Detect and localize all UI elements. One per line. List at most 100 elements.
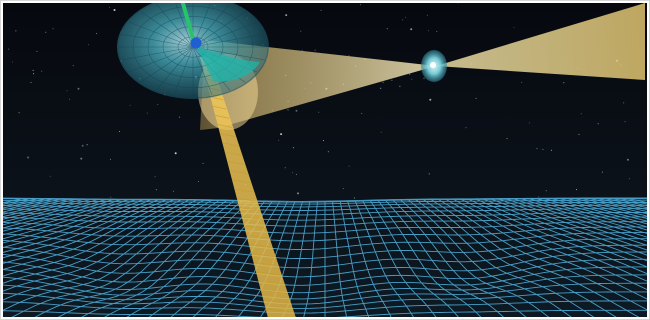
grid-line	[3, 198, 647, 203]
grid-line	[3, 198, 176, 270]
star	[129, 105, 131, 106]
grid-line	[3, 198, 191, 284]
down-beam	[200, 57, 296, 317]
beam-stripe	[236, 197, 257, 202]
star	[542, 148, 544, 150]
star	[399, 85, 401, 87]
star	[320, 9, 322, 11]
star	[425, 1, 426, 2]
grid-line	[3, 199, 206, 301]
grid-line	[3, 198, 183, 277]
grid-line	[3, 274, 647, 300]
star	[32, 69, 34, 71]
beam-stripe	[219, 133, 236, 138]
field-ring	[147, 16, 239, 78]
grid-line	[3, 197, 647, 202]
star	[45, 31, 47, 33]
field-line	[155, 46, 194, 91]
star	[597, 123, 599, 125]
grid-line	[414, 198, 595, 317]
star	[77, 87, 80, 90]
grid-line	[377, 199, 482, 317]
grid-line	[3, 226, 647, 242]
star	[545, 190, 547, 192]
star	[411, 78, 413, 80]
grid-line	[3, 198, 116, 232]
star	[528, 122, 530, 124]
star	[8, 48, 10, 50]
grid-line	[512, 198, 647, 242]
grid-line	[339, 200, 370, 317]
grid-line	[3, 238, 647, 259]
star	[291, 172, 293, 174]
beam-stripe	[246, 234, 269, 239]
star	[155, 189, 157, 191]
star	[348, 165, 350, 167]
grid-line	[3, 198, 153, 253]
grid-line	[3, 198, 168, 264]
star	[72, 65, 74, 67]
star	[297, 192, 299, 195]
star	[405, 16, 407, 18]
grid-line	[3, 232, 647, 250]
field-line	[173, 46, 194, 96]
star	[69, 98, 71, 100]
star	[382, 81, 384, 83]
beam-stripe	[227, 161, 245, 165]
star	[580, 113, 582, 115]
field-ring	[162, 26, 224, 68]
star	[506, 138, 508, 140]
star	[578, 133, 580, 135]
star	[475, 97, 477, 99]
beam-stripe	[248, 243, 272, 248]
star	[323, 140, 324, 142]
star	[426, 14, 428, 16]
star	[626, 158, 629, 161]
star	[41, 70, 43, 72]
star	[576, 189, 577, 191]
star	[550, 149, 552, 151]
star	[314, 49, 316, 51]
grid-line	[332, 200, 347, 317]
grid-line	[3, 198, 161, 259]
star	[427, 30, 429, 32]
star	[30, 82, 32, 83]
grid-line	[519, 197, 647, 238]
grid-line	[504, 198, 647, 246]
grid-line	[347, 200, 392, 317]
grid-line	[3, 199, 198, 292]
grid-line	[3, 198, 108, 229]
star	[179, 116, 181, 118]
grid-line	[81, 200, 243, 317]
beam-stripe	[215, 114, 230, 119]
star	[563, 82, 565, 84]
beam-stripe	[222, 142, 239, 147]
beam-stripe	[251, 253, 275, 257]
star	[292, 147, 294, 149]
star	[361, 112, 363, 114]
star	[86, 2, 87, 3]
field-line	[121, 46, 194, 61]
pulsar-teal-lobe	[196, 46, 260, 82]
field-line	[192, 46, 213, 96]
star	[96, 33, 97, 34]
beam-stripe	[255, 271, 281, 276]
star	[428, 173, 430, 175]
grid-line	[3, 198, 93, 223]
star	[172, 190, 174, 192]
star	[81, 144, 84, 147]
grid-line	[407, 198, 572, 317]
beam-stripe	[253, 262, 278, 267]
grid-line	[3, 208, 647, 216]
star	[36, 50, 38, 52]
star	[157, 103, 159, 105]
star	[12, 61, 13, 63]
grid-line	[354, 200, 414, 317]
star	[278, 139, 280, 141]
star	[436, 31, 438, 33]
star	[521, 81, 523, 83]
star	[380, 131, 382, 133]
star	[300, 30, 302, 32]
field-line	[128, 46, 194, 73]
grid-line	[534, 197, 647, 231]
